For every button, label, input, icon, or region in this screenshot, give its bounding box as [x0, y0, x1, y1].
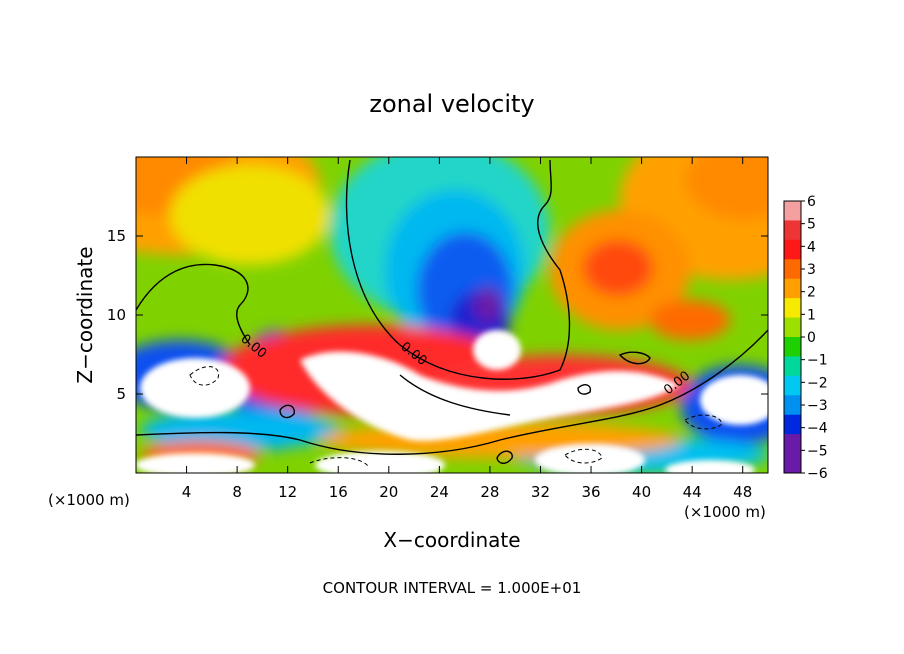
colorbar-swatch [784, 259, 801, 280]
colorbar-label: −3 [807, 398, 828, 414]
x-tick-label: 16 [329, 483, 348, 501]
colorbar-label: −2 [807, 375, 828, 391]
colorbar-swatch [784, 337, 801, 357]
x-tick-label: 24 [430, 483, 449, 501]
colorbar-label: 1 [807, 307, 816, 323]
colorbar-swatch [784, 220, 801, 241]
colorbar-label: −1 [807, 353, 828, 369]
colorbar-label: 6 [807, 194, 816, 210]
x-tick-label: 4 [182, 483, 192, 501]
x-tick-label: 44 [683, 483, 702, 501]
colorbar-swatch [784, 395, 801, 416]
x-tick-label: 12 [278, 483, 297, 501]
colorbar-swatch [784, 239, 801, 260]
colorbar-swatch [784, 298, 801, 319]
colorbar-label: 2 [807, 285, 816, 301]
x-unit-left: (×1000 m) [48, 491, 130, 509]
y-tick-label: 10 [107, 306, 126, 324]
colorbar-label: −4 [807, 421, 828, 437]
colorbar-swatch [784, 453, 801, 474]
x-tick-label: 20 [379, 483, 398, 501]
colorbar-label: 3 [807, 262, 816, 278]
x-axis-label: X−coordinate [383, 528, 520, 552]
colorbar-label: 0 [807, 330, 816, 346]
colorbar-swatch [784, 201, 801, 221]
y-axis: 5 10 15 [107, 227, 768, 403]
x-tick-label: 40 [632, 483, 651, 501]
colorbar: 6 5 4 3 2 1 0 −1 −2 −3 −4 −5 −6 [783, 194, 828, 482]
colorbar-swatch [784, 375, 801, 396]
colorbar-swatch [784, 434, 801, 455]
y-axis-label: Z−coordinate [73, 246, 97, 383]
colorbar-label: 4 [807, 239, 816, 255]
colorbar-swatch [784, 278, 801, 299]
heatmap-field: 0.00 0.00 0.00 [136, 157, 768, 473]
colorbar-label: −5 [807, 443, 828, 459]
x-unit-right: (×1000 m) [684, 503, 766, 521]
y-tick-label: 5 [116, 385, 126, 403]
contour-lines [136, 159, 768, 464]
x-axis: 4 8 12 16 20 24 28 32 36 40 44 48 [182, 157, 752, 501]
x-tick-label: 32 [531, 483, 550, 501]
x-tick-label: 36 [581, 483, 600, 501]
x-tick-label: 48 [733, 483, 752, 501]
colorbar-swatch [784, 414, 801, 435]
colorbar-swatch [784, 317, 801, 338]
y-tick-label: 15 [107, 227, 126, 245]
x-tick-label: 28 [480, 483, 499, 501]
colorbar-swatch [784, 356, 801, 377]
x-tick-label: 8 [232, 483, 242, 501]
colorbar-label: −6 [807, 466, 828, 482]
colorbar-label: 5 [807, 217, 816, 233]
footer-note: CONTOUR INTERVAL = 1.000E+01 [323, 579, 582, 597]
chart-title: zonal velocity [369, 90, 534, 118]
